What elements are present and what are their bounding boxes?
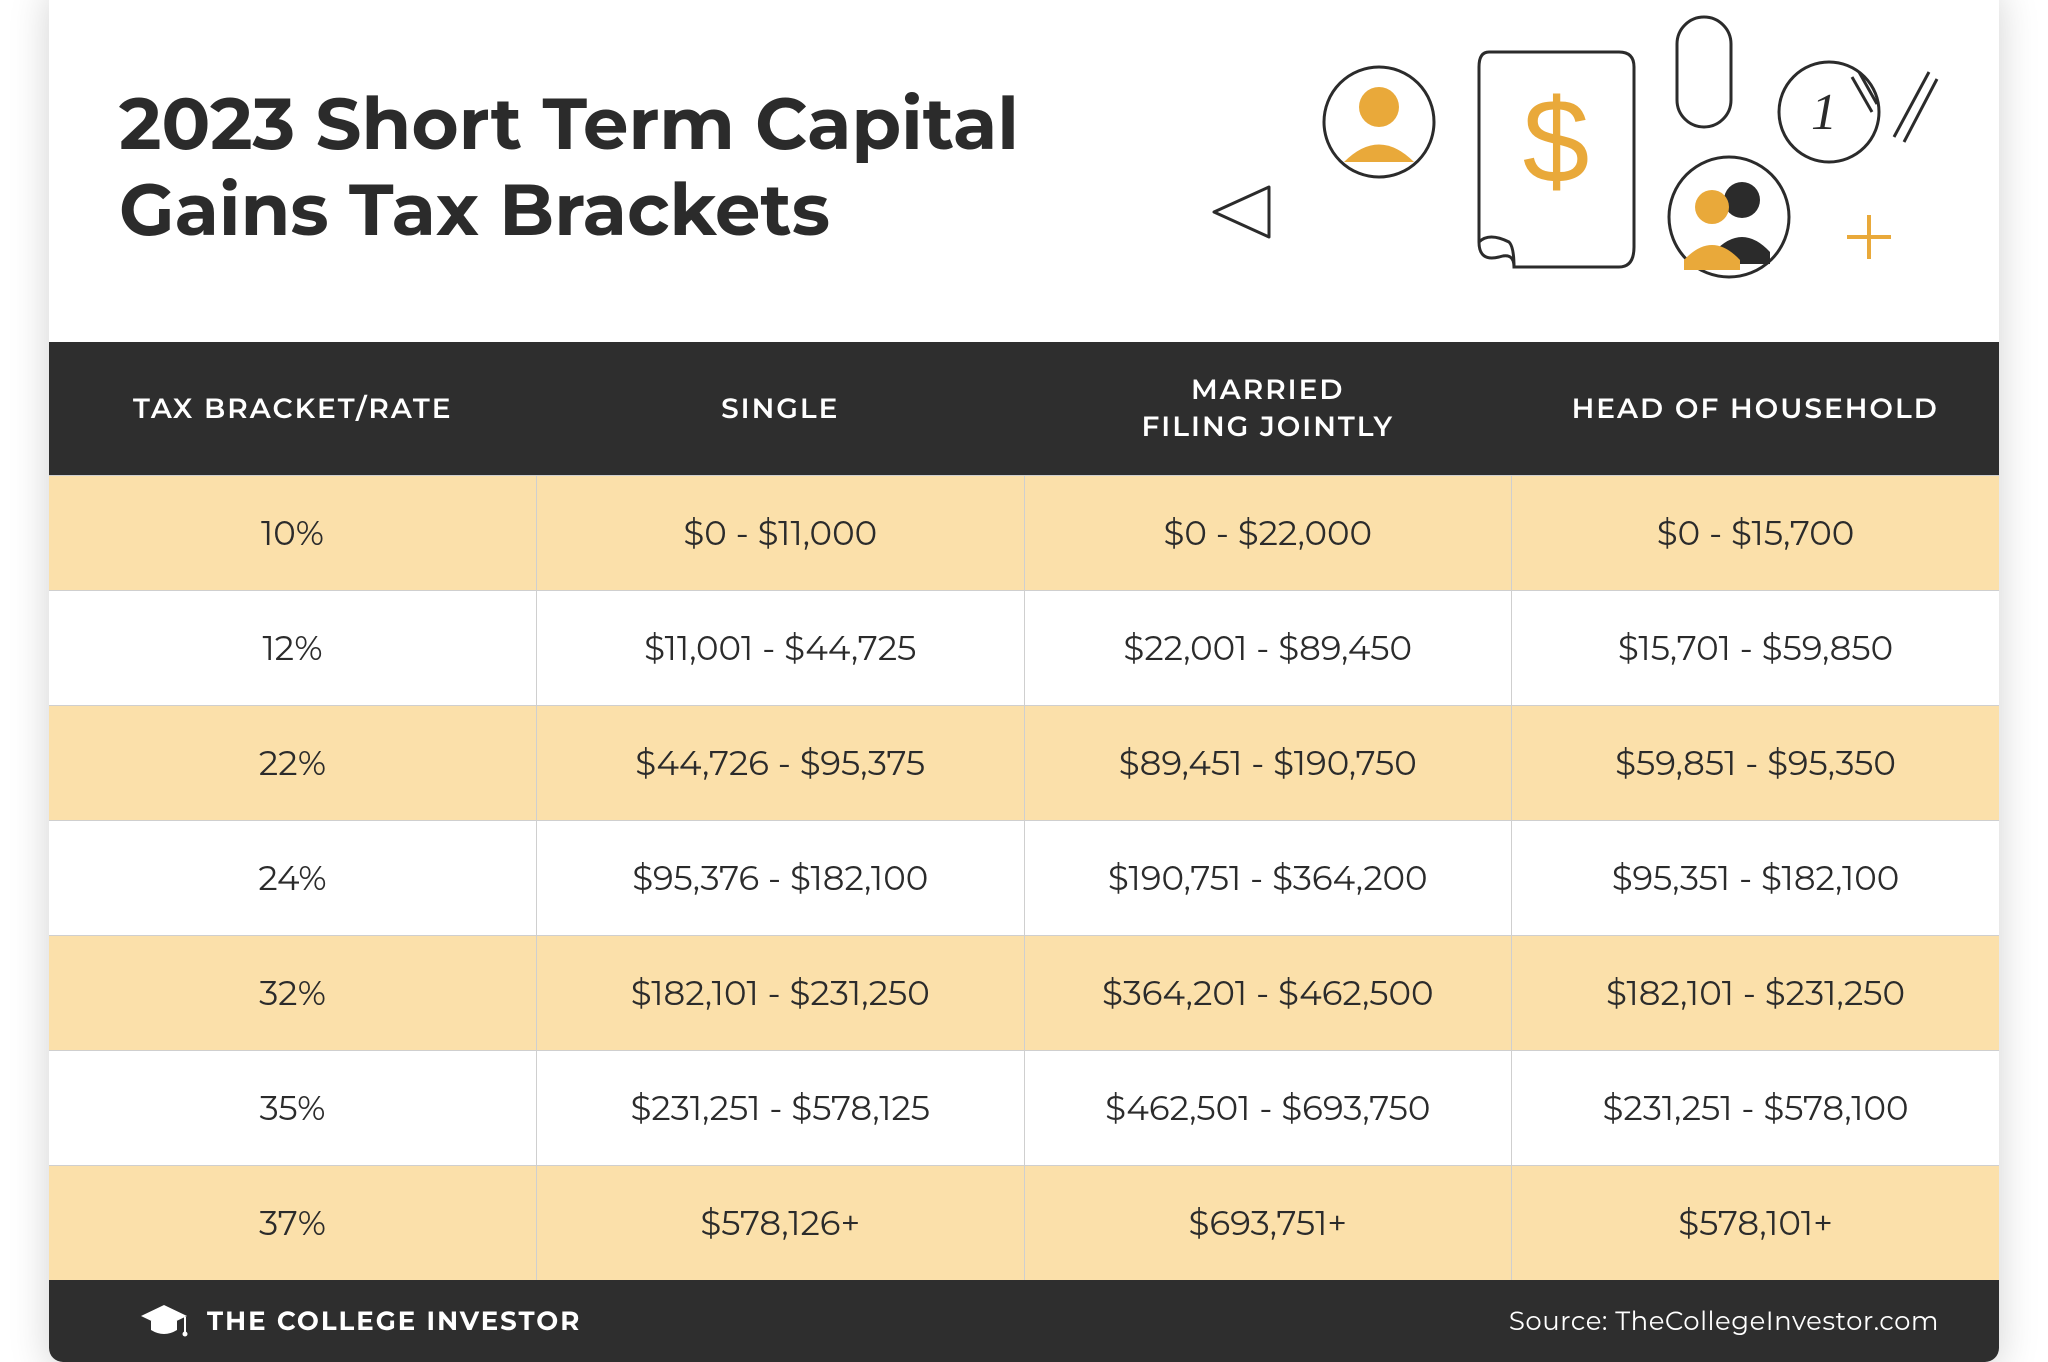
header-illustration: $ 1 xyxy=(1209,42,1929,292)
col-married: MARRIEDFILING JOINTLY xyxy=(1024,342,1512,475)
brand-text: THE COLLEGE INVESTOR xyxy=(207,1305,581,1337)
table-row: 10%$0 - $11,000$0 - $22,000$0 - $15,700 xyxy=(49,475,1999,590)
receipt-dollar-icon: $ xyxy=(1459,32,1649,282)
plus-icon xyxy=(1839,207,1899,267)
table-row: 12%$11,001 - $44,725$22,001 - $89,450$15… xyxy=(49,590,1999,705)
brand: THE COLLEGE INVESTOR xyxy=(139,1302,581,1340)
header: 2023 Short Term Capital Gains Tax Bracke… xyxy=(49,0,1999,342)
hatch-lines-icon xyxy=(1889,67,1939,147)
coin-icon: 1 xyxy=(1774,57,1884,167)
page-title: 2023 Short Term Capital Gains Tax Bracke… xyxy=(119,81,1169,254)
table-row: 32%$182,101 - $231,250$364,201 - $462,50… xyxy=(49,935,1999,1050)
pill-icon xyxy=(1669,12,1739,132)
graduation-cap-icon xyxy=(139,1302,189,1340)
col-single: SINGLE xyxy=(537,342,1025,475)
triangle-icon xyxy=(1209,182,1279,242)
footer: THE COLLEGE INVESTOR Source: TheCollegeI… xyxy=(49,1280,1999,1362)
source-text: Source: TheCollegeInvestor.com xyxy=(1509,1305,1939,1337)
table-row: 24%$95,376 - $182,100$190,751 - $364,200… xyxy=(49,820,1999,935)
people-circle-icon xyxy=(1664,152,1794,282)
col-rate: TAX BRACKET/RATE xyxy=(49,342,537,475)
tax-bracket-table: TAX BRACKET/RATE SINGLE MARRIEDFILING JO… xyxy=(49,342,1999,1280)
svg-text:$: $ xyxy=(1523,74,1590,208)
table-body: 10%$0 - $11,000$0 - $22,000$0 - $15,700 … xyxy=(49,475,1999,1280)
user-circle-icon xyxy=(1319,62,1439,182)
svg-text:1: 1 xyxy=(1811,84,1837,141)
table-row: 37%$578,126+$693,751+$578,101+ xyxy=(49,1165,1999,1280)
infographic-card: 2023 Short Term Capital Gains Tax Bracke… xyxy=(49,0,1999,1362)
table-header: TAX BRACKET/RATE SINGLE MARRIEDFILING JO… xyxy=(49,342,1999,475)
table-row: 35%$231,251 - $578,125$462,501 - $693,75… xyxy=(49,1050,1999,1165)
table-row: 22%$44,726 - $95,375$89,451 - $190,750$5… xyxy=(49,705,1999,820)
col-hoh: HEAD OF HOUSEHOLD xyxy=(1512,342,2000,475)
